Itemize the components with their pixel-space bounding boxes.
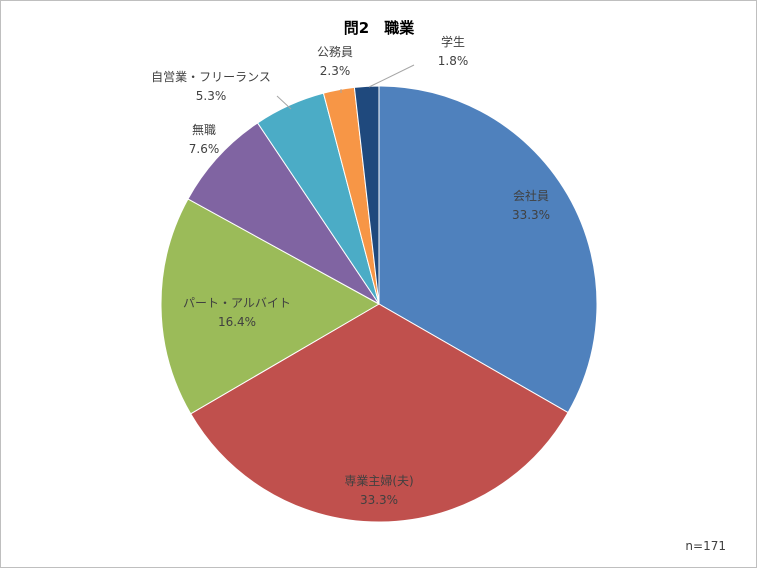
sample-size-note: n=171 [685, 539, 726, 553]
slice-value-label: 1.8% [438, 54, 469, 68]
leader-lines [276, 64, 415, 110]
leader-line [368, 64, 415, 88]
slice-value-label: 16.4% [218, 315, 256, 329]
slice-category-label: 専業主婦(夫) [344, 473, 413, 488]
slice-category-label: 無職 [192, 122, 216, 137]
slice-value-label: 7.6% [189, 142, 220, 156]
slice-category-label: 学生 [441, 34, 465, 49]
pie-slice [353, 85, 380, 305]
slice-category-label: 公務員 [317, 45, 353, 59]
pie-slice [378, 85, 598, 414]
pie-slice [187, 122, 380, 305]
slice-value-label: 33.3% [512, 208, 550, 222]
chart-title: 問2 職業 [344, 19, 415, 37]
pie-slice [160, 198, 381, 415]
slice-value-label: 33.3% [360, 493, 398, 507]
slice-value-label: 5.3% [196, 89, 227, 103]
slice-labels: 会社員 33.3% 専業主婦(夫) 33.3% パート・アルバイト 16.4% 無職 7.6%… [151, 34, 550, 507]
pie-slice [189, 303, 569, 523]
slice-category-label: 自営業・フリーランス [151, 70, 271, 84]
slice-category-label: パート・アルバイト [183, 296, 291, 310]
slice-value-label: 2.3% [320, 64, 351, 78]
slice-category-label: 会社員 [513, 188, 549, 203]
leader-line [276, 95, 292, 110]
pie-slices [160, 85, 598, 523]
